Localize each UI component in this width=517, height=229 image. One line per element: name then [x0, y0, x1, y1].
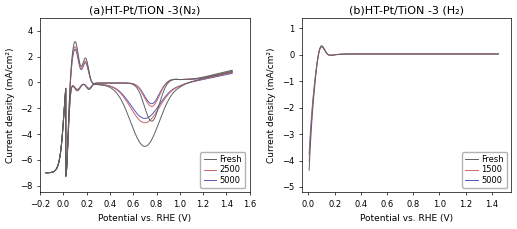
X-axis label: Potential vs. RHE (V): Potential vs. RHE (V): [98, 214, 191, 224]
X-axis label: Potential vs. RHE (V): Potential vs. RHE (V): [360, 214, 453, 224]
Title: (b)HT-Pt/TiON -3 (H₂): (b)HT-Pt/TiON -3 (H₂): [349, 5, 464, 16]
Legend: Fresh, 1500, 5000: Fresh, 1500, 5000: [462, 152, 507, 188]
Y-axis label: Current density (mA/cm²): Current density (mA/cm²): [6, 47, 14, 163]
Title: (a)HT-Pt/TiON -3(N₂): (a)HT-Pt/TiON -3(N₂): [89, 5, 201, 16]
Legend: Fresh, 2500, 5000: Fresh, 2500, 5000: [201, 152, 246, 188]
Y-axis label: Current density (mA/cm²): Current density (mA/cm²): [267, 47, 277, 163]
